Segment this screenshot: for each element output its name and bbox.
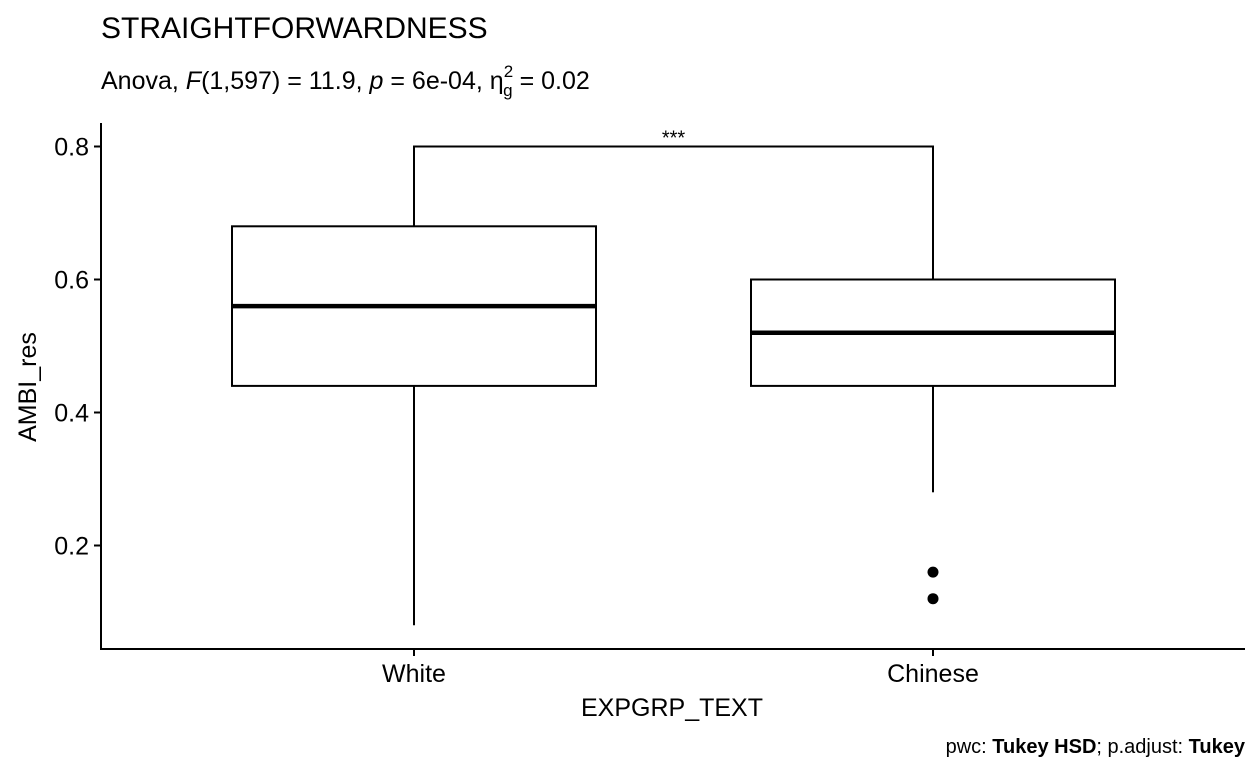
outlier-point — [927, 566, 939, 578]
subtitle-effect-sup: 2 — [504, 62, 513, 81]
caption-prefix: pwc: — [946, 736, 993, 758]
caption: pwc: Tukey HSD; p.adjust: Tukey — [946, 736, 1246, 758]
y-axis-ticks: 0.2 0.4 0.6 0.8 — [54, 134, 101, 561]
subtitle-p-symbol: p — [369, 67, 384, 95]
subtitle-effect-value: = 0.02 — [520, 67, 590, 95]
chart-subtitle: Anova, F(1,597) = 11.9, p = 6e-04, η2 g =… — [101, 62, 590, 100]
box-white — [231, 146, 597, 626]
chart-title: STRAIGHTFORWARDNESS — [101, 12, 488, 45]
box-chinese — [750, 146, 1116, 605]
significance-label: *** — [662, 128, 686, 150]
x-axis-label: EXPGRP_TEXT — [581, 694, 763, 722]
outlier-point — [927, 593, 939, 605]
caption-method: Tukey HSD — [992, 736, 1096, 758]
y-tick-label: 0.4 — [54, 400, 89, 428]
subtitle-effect-symbol: η — [490, 67, 504, 95]
y-tick-label: 0.6 — [54, 267, 89, 295]
boxes-group — [231, 146, 1116, 626]
subtitle-effect-sub: g — [503, 81, 512, 100]
y-axis-label: AMBI_res — [14, 332, 42, 442]
subtitle-test: Anova — [101, 67, 172, 95]
y-tick-label: 0.2 — [54, 533, 89, 561]
x-tick-label: White — [382, 660, 446, 688]
x-tick-label: Chinese — [887, 660, 979, 688]
subtitle-stat-value: = 11.9 — [287, 67, 355, 95]
subtitle-stat-symbol: F — [186, 67, 203, 95]
y-tick-label: 0.8 — [54, 134, 89, 162]
x-axis-ticks: White Chinese — [382, 649, 979, 688]
caption-mid: ; p.adjust: — [1096, 736, 1188, 758]
caption-adjust: Tukey — [1189, 736, 1246, 758]
subtitle-p-value: = 6e-04 — [390, 67, 476, 95]
subtitle-df: (1,597) — [201, 67, 280, 95]
